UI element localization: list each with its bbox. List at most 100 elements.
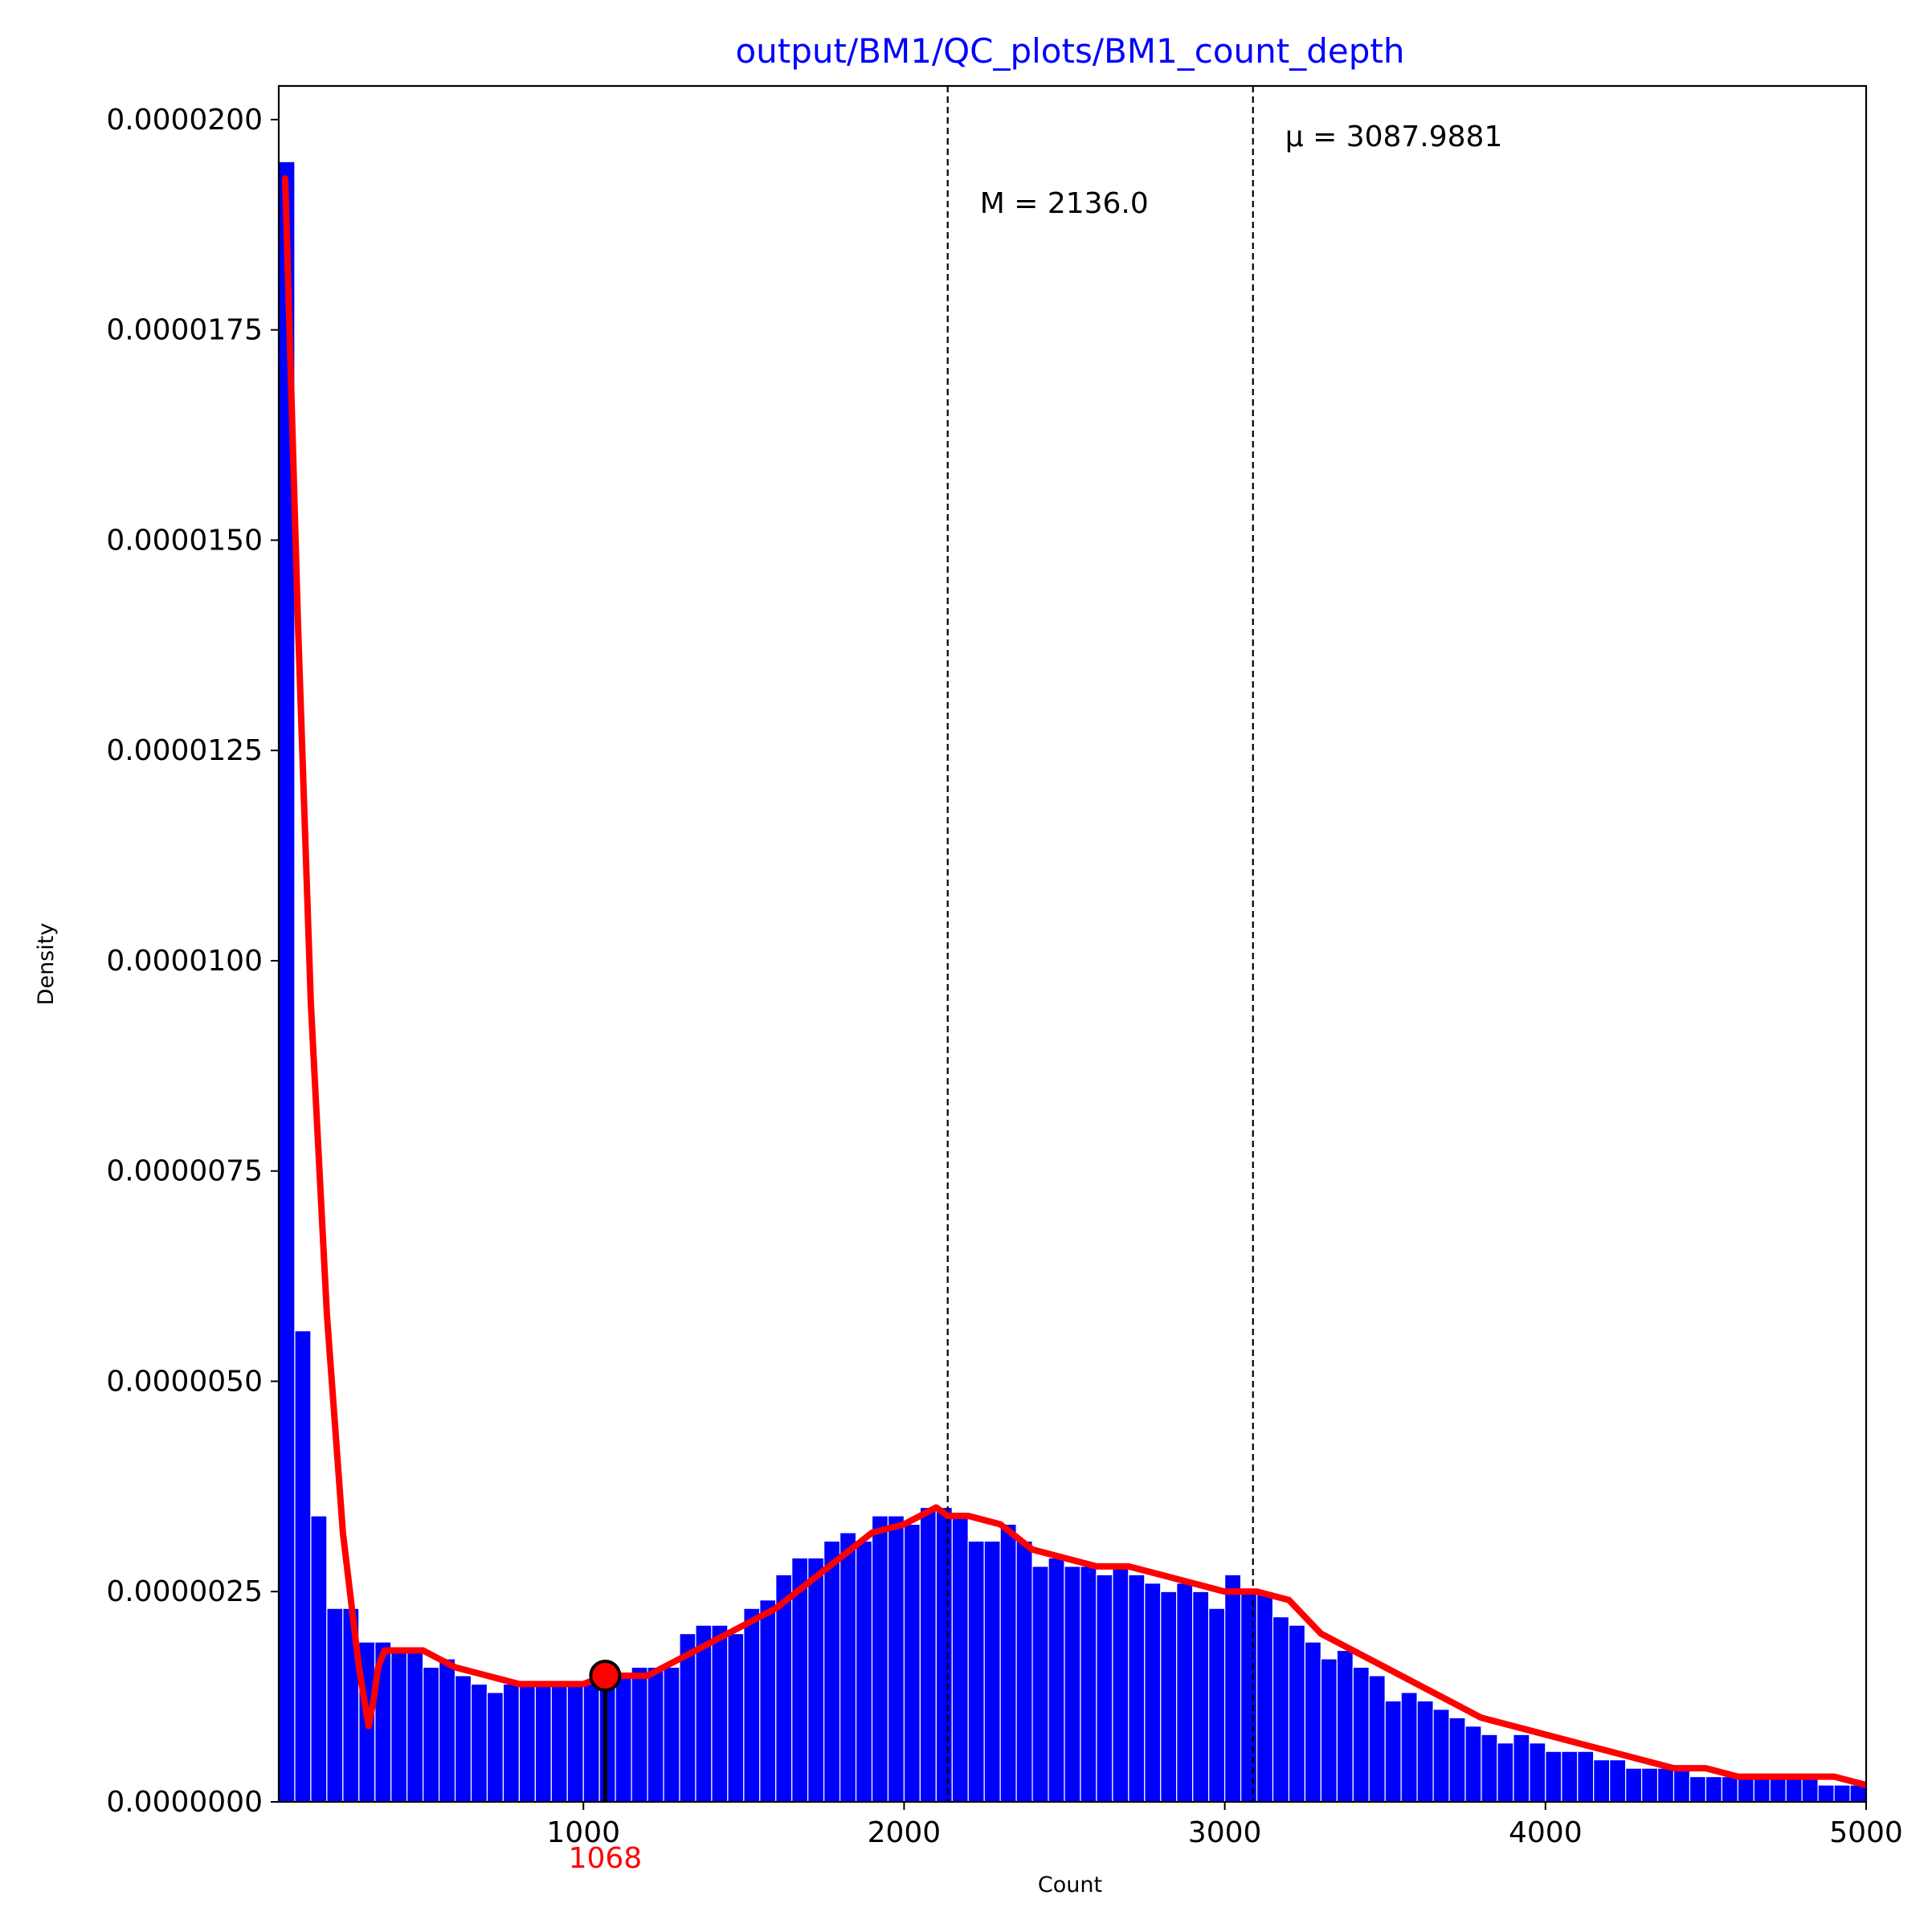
histogram-bar [1352, 1666, 1370, 1802]
histogram-bar [454, 1675, 472, 1802]
histogram-bar [1320, 1658, 1338, 1802]
histogram-bar [406, 1649, 424, 1802]
histogram-bar [1721, 1775, 1738, 1802]
histogram-bar [566, 1683, 584, 1802]
histogram-bar [1561, 1750, 1579, 1802]
histogram-bar [598, 1683, 616, 1802]
histogram-bar [663, 1666, 680, 1802]
histogram-bar [711, 1624, 729, 1802]
histogram-bar [1272, 1616, 1290, 1802]
chart-title: output/BM1/QC_plots/BM1_count_depth [735, 31, 1404, 71]
histogram-bar [1753, 1775, 1771, 1802]
y-axis-label: Density [34, 923, 59, 1006]
histogram-bar [999, 1523, 1017, 1802]
histogram-bar [1817, 1784, 1835, 1802]
histogram-bar [1208, 1607, 1226, 1802]
histogram-bar [1048, 1557, 1065, 1802]
median-annotation: M = 2136.0 [980, 187, 1149, 220]
histogram-bar [983, 1540, 1001, 1802]
histogram-bar [1673, 1767, 1691, 1802]
histogram-bar [582, 1683, 600, 1802]
histogram-bar [1176, 1583, 1194, 1802]
histogram-bar [647, 1666, 664, 1802]
histogram-bar [967, 1540, 985, 1802]
histogram-bar [727, 1632, 745, 1802]
histogram-bar [1096, 1574, 1113, 1802]
histogram-bar [502, 1683, 520, 1802]
histogram-bar [1769, 1775, 1787, 1802]
histogram-bar [1481, 1734, 1498, 1802]
kde-curve [281, 175, 1866, 1789]
x-tick-label: 3000 [1188, 1816, 1262, 1849]
histogram-bar [1112, 1566, 1129, 1802]
histogram-bar [1448, 1717, 1466, 1802]
histogram-bar [903, 1523, 921, 1802]
y-tick-label: 0.0000175 [106, 314, 263, 347]
histogram-bar [1128, 1574, 1146, 1802]
histogram-bar [1577, 1750, 1595, 1802]
histogram-bar [1656, 1767, 1675, 1802]
histogram-bar [919, 1506, 937, 1802]
histogram-bar [855, 1540, 873, 1802]
histogram-bar [1545, 1750, 1562, 1802]
histogram-bar [294, 1330, 312, 1802]
axes [277, 84, 1868, 1803]
y-tick-label: 0.0000200 [106, 104, 263, 137]
histogram-bar [1529, 1742, 1546, 1802]
histogram-bar [743, 1607, 761, 1802]
histogram-bar [1801, 1775, 1819, 1802]
x-tick-label: 2000 [868, 1816, 942, 1849]
histogram-bar [326, 1607, 344, 1802]
threshold-point [589, 1659, 622, 1692]
histogram-bar [1833, 1784, 1851, 1802]
histogram-bar [1160, 1591, 1178, 1802]
histogram-bar [1513, 1734, 1530, 1802]
histogram-bar [518, 1683, 536, 1802]
y-tick-label: 0.0000100 [106, 945, 263, 978]
y-tick-label: 0.0000025 [106, 1575, 263, 1608]
histogram-bar [1785, 1775, 1803, 1802]
histogram-bar [839, 1532, 857, 1802]
histogram-bar [423, 1666, 440, 1802]
histogram-bar [470, 1683, 488, 1802]
histogram-bars [279, 161, 1866, 1802]
histogram-bar [1080, 1566, 1097, 1802]
mean-annotation: μ = 3087.9881 [1285, 120, 1503, 153]
histogram-bar [1464, 1726, 1482, 1802]
histogram-bar [390, 1649, 408, 1802]
tick-labels: 1000 2000 3000 4000 5000 0.0000000 0.0000025 0.… [106, 104, 1903, 1849]
histogram-bar [807, 1557, 825, 1802]
histogram-bar [486, 1692, 504, 1802]
histogram-bar [550, 1683, 568, 1802]
histogram-bar [951, 1515, 969, 1802]
reference-lines: M = 2136.0 μ = 3087.9881 [946, 86, 1503, 1802]
histogram-bar [871, 1515, 889, 1802]
histogram-bar [759, 1599, 777, 1802]
x-tick-label: 5000 [1829, 1816, 1903, 1849]
histogram-bar [1288, 1624, 1306, 1802]
y-tick-label: 0.0000125 [106, 734, 263, 767]
histogram-bar [823, 1540, 841, 1802]
x-axis-label: Count [1038, 1873, 1102, 1897]
y-tick-label: 0.0000000 [106, 1786, 263, 1819]
histogram-bar [887, 1515, 905, 1802]
histogram-bar [1031, 1566, 1049, 1802]
x-tick-label: 1000 [546, 1816, 620, 1849]
histogram-bar [1689, 1775, 1706, 1802]
histogram-bar [1224, 1574, 1242, 1802]
threshold-label: 1068 [569, 1842, 643, 1875]
y-tick-label: 0.0000050 [106, 1365, 263, 1398]
histogram-bar [1192, 1591, 1210, 1802]
threshold-marker-layer: 1068 [569, 1659, 643, 1875]
histogram-bar [1240, 1591, 1258, 1802]
histogram-bar [1640, 1767, 1659, 1802]
histogram-bar [310, 1515, 328, 1802]
histogram-bar [1256, 1591, 1274, 1802]
histogram-bar [1737, 1775, 1754, 1802]
histogram-bar [1015, 1540, 1033, 1802]
histogram-bar [1064, 1566, 1081, 1802]
y-tick-label: 0.0000075 [106, 1155, 263, 1188]
histogram-bar [1144, 1583, 1162, 1802]
